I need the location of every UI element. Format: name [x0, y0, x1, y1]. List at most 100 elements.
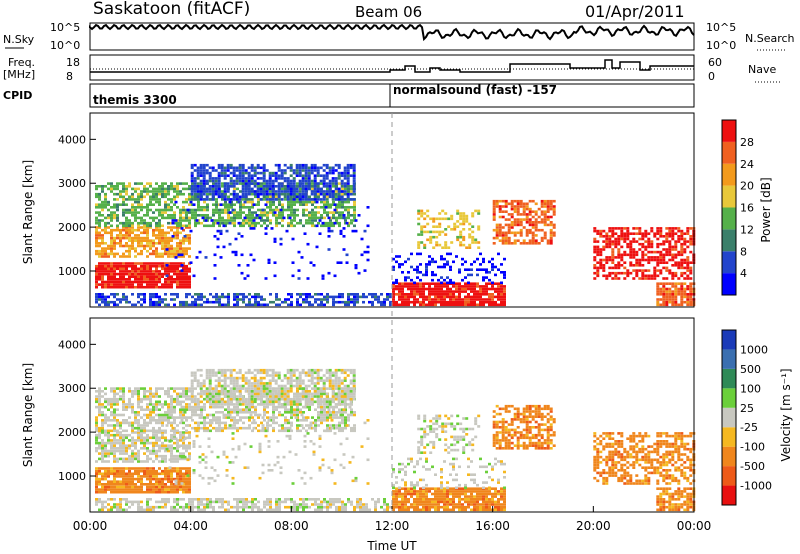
range-time-cell	[209, 224, 212, 228]
range-time-cell	[342, 214, 346, 217]
range-time-cell	[170, 387, 173, 390]
range-time-cell	[104, 397, 107, 401]
range-time-cell	[507, 231, 511, 235]
range-time-cell	[596, 250, 600, 254]
range-time-cell	[134, 234, 137, 237]
range-time-cell	[311, 208, 314, 212]
range-time-cell	[248, 424, 251, 427]
range-time-cell	[95, 400, 98, 404]
range-time-cell	[296, 303, 299, 307]
range-time-cell	[296, 200, 299, 204]
range-time-cell	[286, 192, 290, 196]
range-time-cell	[161, 447, 164, 450]
range-time-cell	[504, 202, 508, 206]
range-time-cell	[322, 182, 326, 185]
range-time-cell	[140, 490, 143, 494]
range-time-cell	[596, 266, 600, 270]
range-time-cell	[128, 488, 131, 491]
range-time-cell	[513, 205, 517, 208]
range-time-cell	[146, 228, 149, 232]
range-time-cell	[425, 298, 428, 301]
range-time-cell	[196, 190, 200, 193]
range-time-cell	[128, 195, 131, 199]
range-time-cell	[540, 199, 544, 203]
range-time-cell	[98, 242, 101, 245]
range-time-cell	[482, 257, 485, 261]
range-time-cell	[419, 303, 422, 307]
range-time-cell	[329, 206, 332, 209]
range-time-cell	[134, 208, 137, 212]
range-time-cell	[662, 261, 666, 264]
range-time-cell	[617, 248, 621, 251]
range-time-cell	[452, 303, 455, 307]
range-time-cell	[444, 241, 448, 244]
range-time-cell	[410, 265, 413, 269]
range-time-cell	[498, 223, 502, 227]
range-time-cell	[680, 229, 684, 233]
range-time-cell	[507, 218, 511, 221]
range-time-cell	[164, 485, 167, 489]
range-time-cell	[134, 272, 137, 276]
range-time-cell	[131, 444, 134, 447]
range-time-cell	[188, 280, 191, 284]
range-time-cell	[662, 266, 666, 270]
range-time-cell	[170, 267, 173, 271]
range-time-cell	[191, 419, 194, 422]
range-time-cell	[315, 200, 319, 204]
range-time-cell	[113, 403, 116, 406]
range-time-cell	[426, 230, 430, 234]
range-time-cell	[338, 221, 341, 225]
range-time-cell	[167, 272, 170, 276]
range-time-cell	[422, 300, 425, 304]
range-time-cell	[116, 252, 119, 256]
range-time-cell	[116, 485, 119, 489]
range-time-cell	[218, 208, 221, 212]
range-time-cell	[611, 235, 615, 238]
range-time-cell	[354, 266, 358, 270]
range-time-cell	[546, 210, 550, 213]
range-time-cell	[113, 387, 116, 390]
range-time-cell	[599, 258, 603, 262]
range-time-cell	[104, 303, 107, 307]
range-time-cell	[656, 250, 660, 254]
range-time-cell	[596, 261, 600, 264]
range-time-cell	[221, 293, 224, 296]
range-time-cell	[332, 214, 335, 217]
range-time-cell	[167, 278, 170, 281]
range-time-cell	[173, 185, 176, 188]
range-time-cell	[245, 405, 248, 409]
range-time-cell	[155, 182, 158, 185]
range-time-cell	[203, 214, 206, 217]
range-time-cell	[328, 192, 332, 196]
range-time-cell	[232, 185, 236, 188]
range-time-cell	[212, 208, 215, 212]
range-time-cell	[525, 215, 529, 219]
range-time-cell	[470, 285, 473, 288]
range-time-cell	[170, 264, 173, 268]
range-time-cell	[656, 274, 660, 278]
range-time-cell	[101, 236, 104, 240]
range-time-cell	[110, 488, 113, 491]
range-time-cell	[167, 477, 170, 481]
range-time-cell	[143, 206, 146, 209]
range-time-cell	[254, 295, 257, 299]
range-time-cell	[98, 429, 101, 433]
range-time-cell	[146, 224, 149, 228]
range-time-cell	[326, 221, 329, 225]
range-time-cell	[689, 282, 693, 285]
range-time-cell	[263, 303, 266, 307]
range-time-cell	[311, 214, 314, 217]
range-time-cell	[152, 460, 155, 463]
range-time-cell	[119, 433, 122, 437]
range-time-cell	[242, 300, 245, 304]
range-time-cell	[272, 405, 275, 409]
range-time-cell	[262, 187, 266, 191]
range-time-cell	[236, 429, 239, 433]
range-time-cell	[167, 239, 170, 242]
range-time-cell	[188, 198, 191, 201]
range-time-cell	[212, 295, 215, 299]
range-time-cell	[491, 293, 494, 296]
range-time-cell	[677, 293, 681, 296]
range-time-cell	[593, 250, 597, 254]
range-time-cell	[302, 224, 305, 228]
